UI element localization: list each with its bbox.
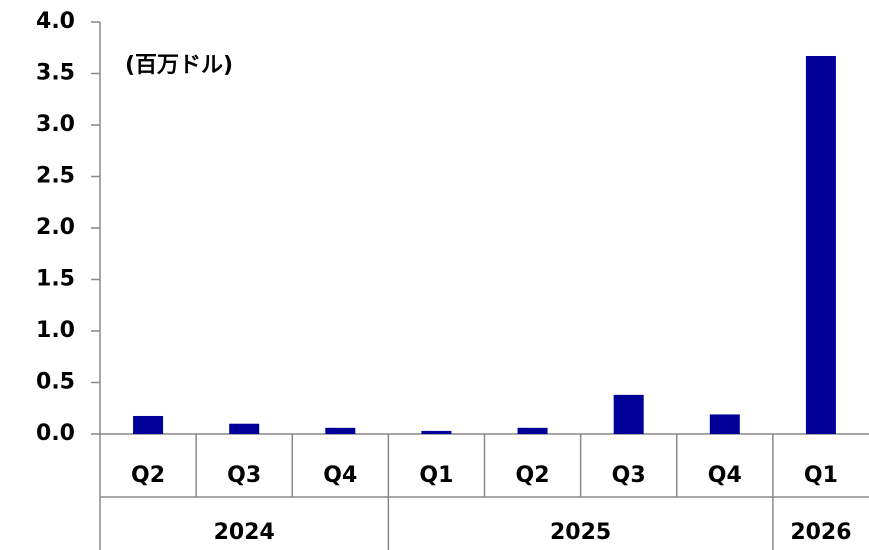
bar xyxy=(325,427,356,434)
x-tick-label: Q1 xyxy=(804,463,838,488)
x-tick-label: Q3 xyxy=(612,463,646,488)
x-tick-label: Q4 xyxy=(323,463,357,488)
y-tick-label: 3.5 xyxy=(36,61,75,86)
y-tick-label: 1.0 xyxy=(36,318,75,343)
bar xyxy=(229,423,260,434)
bar xyxy=(133,415,164,434)
y-tick-label: 0.0 xyxy=(36,421,75,446)
y-tick-label: 4.0 xyxy=(36,9,75,34)
x-tick-label: Q4 xyxy=(708,463,742,488)
bar xyxy=(613,394,644,434)
group-label: 2025 xyxy=(550,520,611,545)
y-tick-label: 3.0 xyxy=(36,112,75,137)
bar xyxy=(709,414,740,434)
x-tick-label: Q2 xyxy=(131,463,165,488)
y-tick-label: 0.5 xyxy=(36,370,75,395)
y-tick-label: 2.0 xyxy=(36,215,75,240)
group-label: 2026 xyxy=(790,520,851,545)
x-tick-label: Q2 xyxy=(516,463,550,488)
bar xyxy=(805,55,836,435)
x-tick-label: Q3 xyxy=(227,463,261,488)
annotation: (百万ドル) xyxy=(125,53,233,78)
group-label: 2024 xyxy=(214,520,275,545)
x-tick-label: Q1 xyxy=(419,463,453,488)
bar xyxy=(421,430,452,434)
bar xyxy=(517,427,548,434)
y-tick-label: 2.5 xyxy=(36,164,75,189)
y-tick-label: 1.5 xyxy=(36,267,75,292)
